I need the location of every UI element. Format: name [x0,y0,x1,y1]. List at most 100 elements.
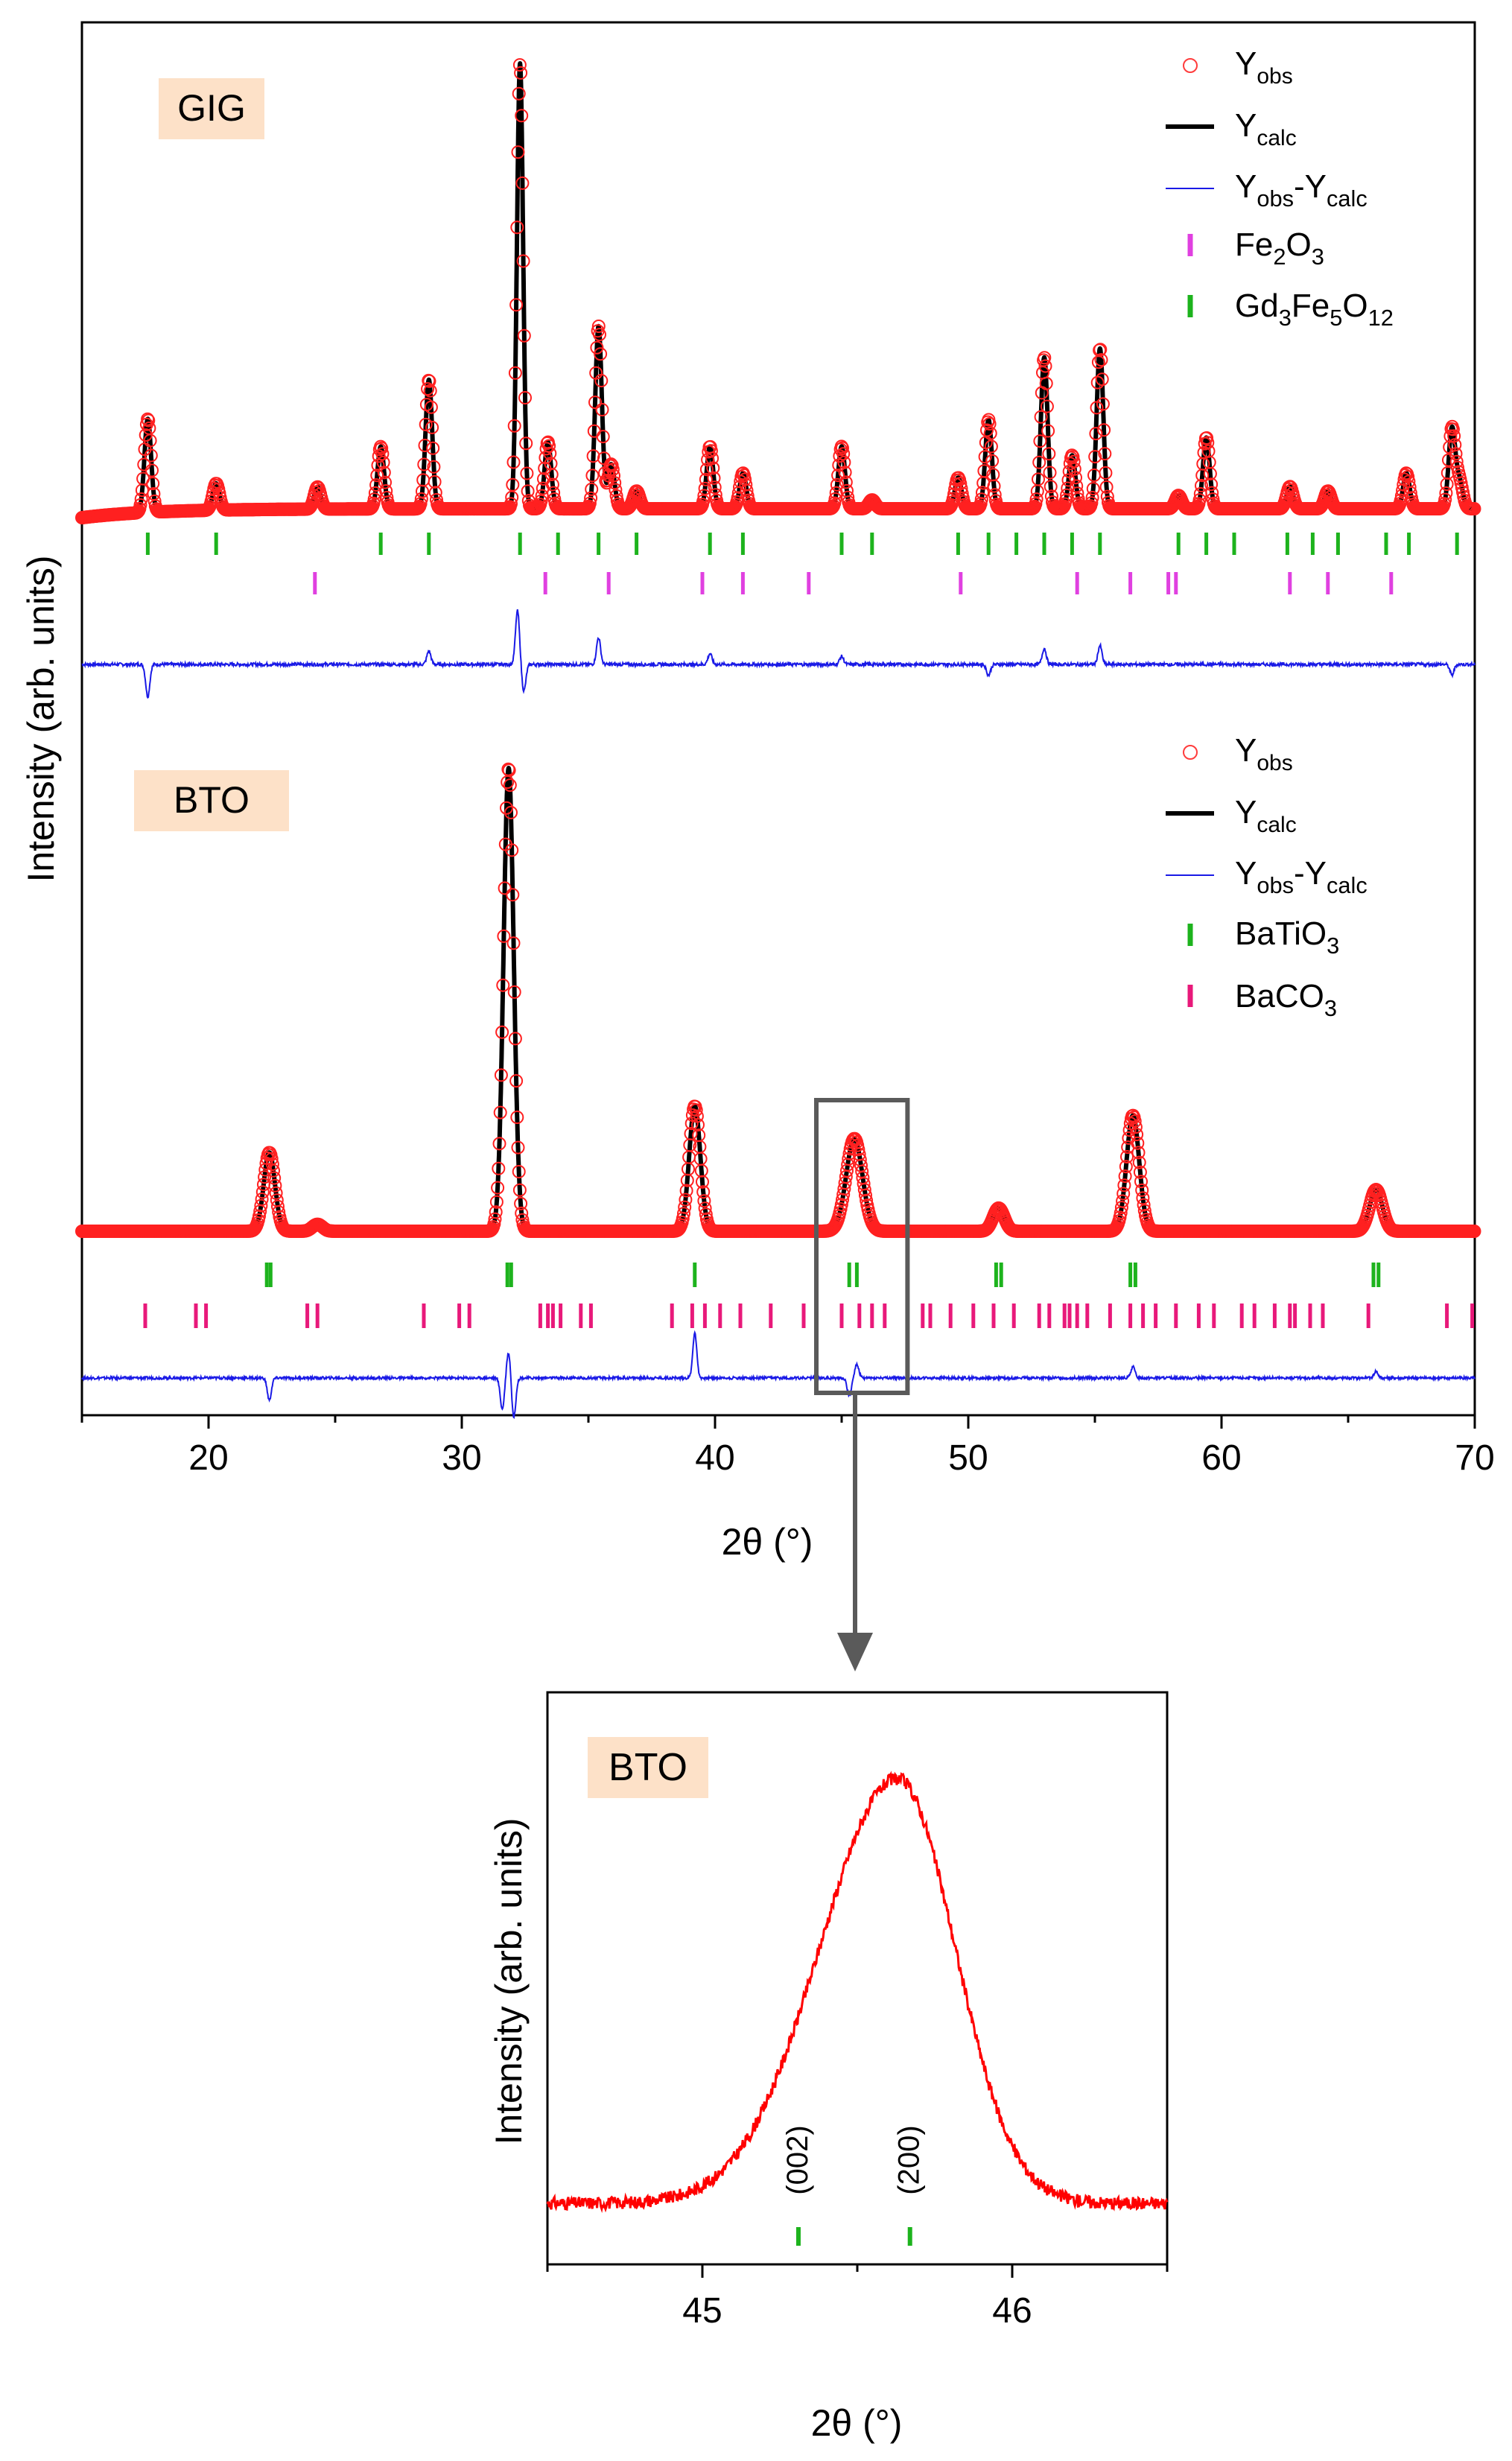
gig-obs-point [698,481,712,495]
gig-obs-point [740,483,754,498]
legend-text-part: 3 [1324,995,1337,1021]
bto-sample-label: BTO [174,779,250,821]
gig-obs-point [830,477,844,492]
bto-obs-point [690,1109,704,1123]
bto-obs-point [834,1198,848,1212]
gig-obs-point [1443,429,1458,443]
gig-obs-point [514,66,528,80]
gig-obs-point [520,466,534,480]
legend-text-part: 3 [1327,933,1339,959]
bto-obs-point [1134,1175,1148,1189]
bto-obs-point [689,1103,703,1117]
bto-obs-point [509,1074,524,1088]
gig-diff-line [81,609,1476,699]
bto-obs-point [1128,1120,1143,1134]
legend-text-part: -Y [1294,855,1327,892]
gig-obs-point [1454,476,1468,490]
inset-reflection-label: (200) [893,2125,926,2194]
inset-plot: BTO (002) (200) 45 46 2θ (°) Intensity (ar… [488,1691,1169,2444]
legend-text-part: O [1286,226,1312,263]
legend-text-part: -Y [1294,168,1327,205]
bto-legend-obs-marker [1183,745,1198,760]
gig-sample-label: GIG [177,87,246,129]
bto-obs-point [677,1207,690,1221]
gig-obs-point [1449,447,1463,461]
gig-obs-point [426,441,440,455]
gig-obs-point [1034,410,1048,424]
legend-text-part: 5 [1330,305,1342,331]
gig-obs-point [1038,359,1052,373]
bto-obs-point [1116,1187,1131,1201]
gig-obs-point [504,497,518,511]
gig-obs-point [1089,427,1103,441]
bto-obs-point [857,1183,871,1197]
inset-sample-label: BTO [609,1746,687,1789]
gig-obs-point [1044,480,1058,494]
gig-obs-point [584,491,598,505]
gig-obs-point [707,471,721,485]
gig-obs-point [1070,486,1084,501]
legend-text-part: calc [1327,872,1368,898]
bto-legend-diff-label: Yobs-Ycalc [1235,855,1368,898]
bto-obs-point [494,1068,508,1082]
gig-obs-point [512,86,526,101]
main-x-tick-label: 70 [1455,1438,1494,1478]
bto-obs-point [488,1212,502,1226]
bto-obs-point [684,1127,698,1140]
gig-obs-point [974,492,988,507]
bto-obs-point [507,985,521,999]
gig-obs-point [1093,343,1107,358]
gig-obs-point [377,466,391,480]
gig-obs-point [534,494,548,508]
bto-obs-point [508,1032,522,1046]
legend-text-part: obs [1257,185,1294,212]
gig-obs-point [838,466,852,480]
bto-obs-point [489,1205,503,1219]
gig-obs-point [133,498,147,512]
bto-legend-phase1-label: BaTiO3 [1235,915,1339,959]
gig-obs-point [515,109,529,123]
legend-text-part: calc [1327,185,1368,212]
bto-obs-point [1136,1191,1150,1205]
gig-obs-point [509,298,524,312]
bto-obs-point [268,1178,282,1193]
bto-obs-point [1113,1210,1127,1225]
gig-obs-point [837,455,851,469]
bto-obs-point [1128,1114,1142,1128]
gig-obs-point [586,449,600,463]
gig-obs-point [987,479,1001,493]
bto-obs-point [696,1185,711,1199]
gig-obs-point [427,460,441,474]
gig-obs-point [582,496,597,510]
bto-obs-point [679,1193,693,1207]
gig-obs-point [1204,477,1219,492]
bto-obs-point [506,936,521,950]
gig-obs-point [1060,488,1074,502]
gig-obs-point [1446,422,1460,436]
gig-obs-point [836,447,851,461]
gig-obs-point [144,448,158,463]
bto-obs-point [267,1163,280,1178]
gig-obs-point [1032,472,1045,486]
gig-legend-calc-label: Ycalc [1235,107,1297,150]
gig-obs-point [1088,450,1102,464]
gig-obs-point [142,413,156,428]
bto-obs-point [691,1118,705,1132]
bto-obs-point [492,1137,506,1151]
gig-obs-point [1201,436,1215,450]
gig-obs-point [517,328,531,343]
gig-legend-obs-label: Yobs [1235,45,1293,89]
gig-obs-point [594,347,608,361]
gig-obs-point [545,477,559,492]
gig-obs-point [705,451,720,466]
bto-obs-point [258,1170,272,1184]
gig-obs-point [134,492,148,506]
gig-obs-point [506,455,521,469]
bto-obs-point [1118,1169,1132,1184]
gig-obs-point [831,469,845,483]
gig-obs-point [507,419,521,433]
gig-obs-point [428,474,442,489]
gig-obs-point [595,403,609,416]
gig-obs-point [1086,482,1100,496]
bto-obs-point [265,1158,279,1171]
